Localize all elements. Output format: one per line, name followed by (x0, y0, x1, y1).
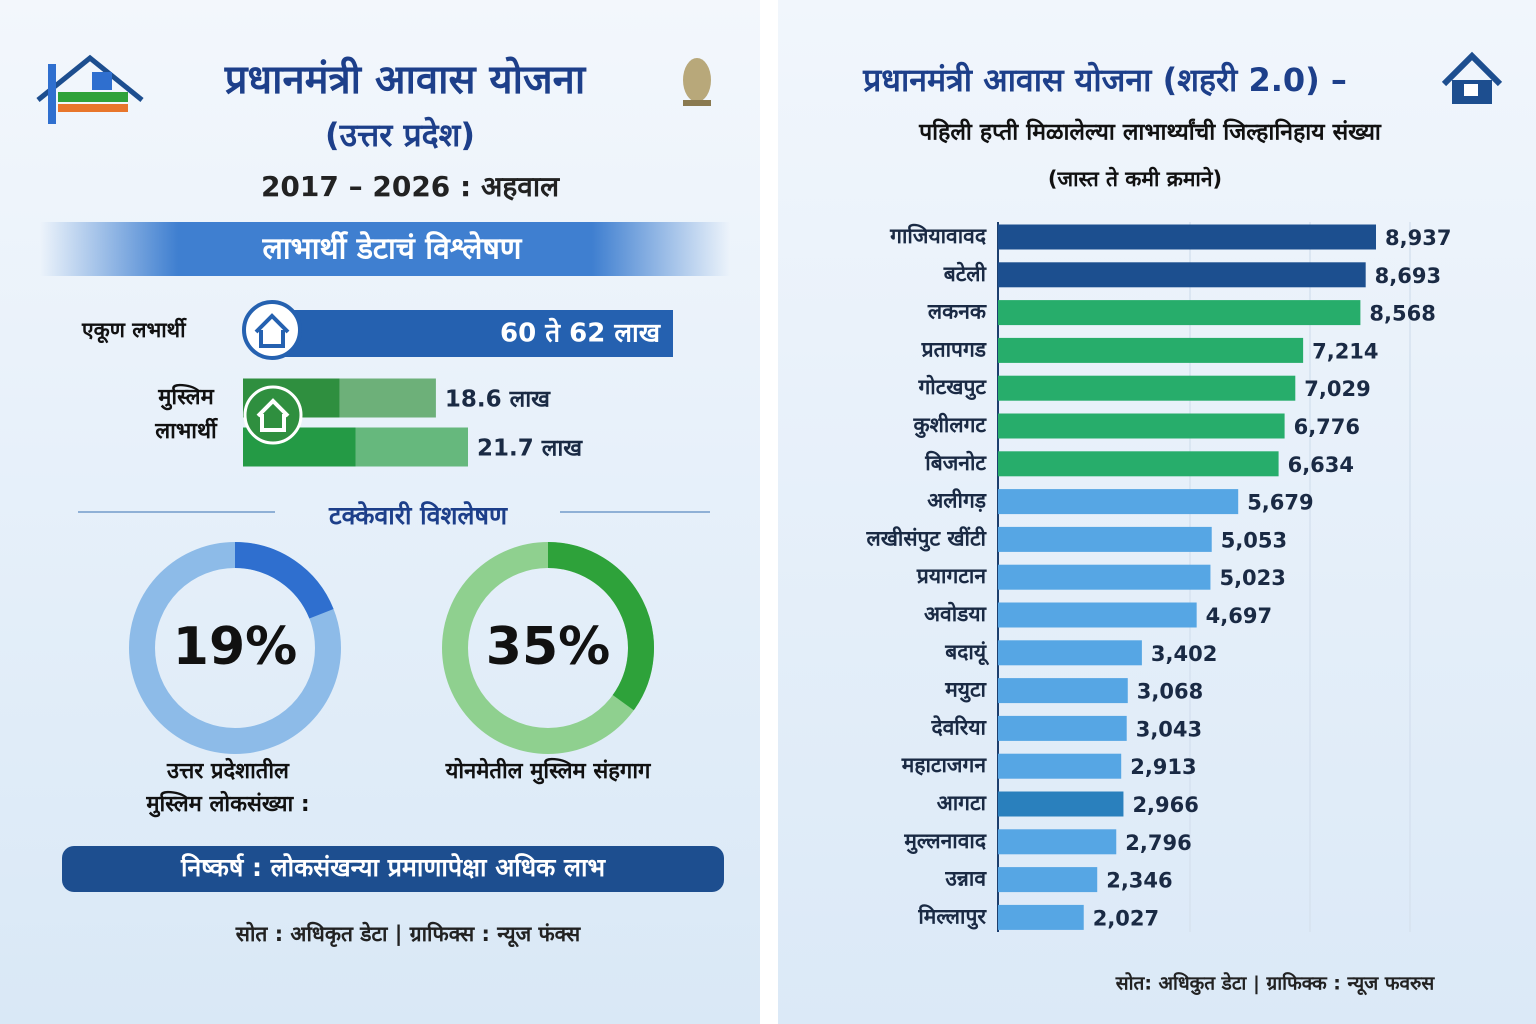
house-badge (242, 300, 302, 360)
value-label: 5,053 (1221, 528, 1287, 552)
value-label: 8,693 (1375, 264, 1441, 288)
value-label: 3,043 (1136, 717, 1202, 741)
bar (998, 262, 1366, 288)
value-label: 3,402 (1151, 642, 1217, 666)
bar (998, 489, 1239, 515)
bar (998, 451, 1279, 477)
category-label: मुल्लनावाद (903, 829, 986, 855)
house-icon (254, 313, 290, 348)
bar (998, 564, 1211, 590)
category-label: गाजियावावद (889, 223, 987, 248)
value-label: 5,679 (1247, 491, 1313, 515)
donut-caption: योनमेतील मुस्लिम संहगाग (445, 757, 652, 785)
donut-arc (234, 542, 334, 619)
category-label: महाटाजगन (901, 753, 988, 777)
bar (998, 829, 1117, 855)
value-label: 4,697 (1206, 604, 1272, 628)
category-label: अवोडया (924, 601, 988, 626)
category-label: बिजनोट (924, 450, 987, 475)
value-label: 2,796 (1125, 831, 1191, 855)
bar-highlight (339, 378, 436, 418)
category-label: प्रतापगड (921, 337, 987, 361)
percent-heading: टक्केवारी विशलेषण (328, 501, 508, 530)
conclusion: निष्कर्ष : लोकसंखन्या प्रमाणापेक्षा अधिक… (180, 853, 607, 882)
banner-text: लाभार्थी डेटाचं विश्लेषण (262, 231, 523, 267)
conclusion-box (62, 846, 724, 892)
value-label: 2,027 (1093, 906, 1159, 930)
value-label: 18.6 लाख (445, 387, 551, 413)
category-label: कुशीलगट (913, 412, 988, 439)
bar (998, 753, 1122, 779)
total-value: 60 ते 62 लाख (500, 318, 662, 349)
value-label: 21.7 लाख (477, 436, 583, 462)
total-bar (268, 310, 673, 357)
category-label: देवरिया (931, 714, 988, 739)
bar (998, 640, 1142, 666)
value-label: 7,029 (1304, 377, 1370, 401)
donut-caption: उत्तर प्रदेशातील (166, 757, 290, 784)
chart-subtitle: पहिली हप्ती मिळालेल्या लाभार्थ्यांची जिल… (918, 118, 1382, 146)
value-label: 6,776 (1294, 415, 1360, 439)
bar (998, 337, 1304, 363)
banner (40, 222, 730, 276)
value-label: 2,346 (1106, 869, 1172, 893)
bar-highlight (355, 427, 468, 467)
category-label: आगटा (937, 791, 988, 815)
donut-value: 35% (486, 617, 610, 677)
bar (998, 602, 1197, 628)
left-subtitle: (उत्तर प्रदेश) (325, 116, 475, 154)
bar (998, 224, 1376, 250)
donut-arc (547, 542, 654, 711)
value-label: 5,023 (1219, 566, 1285, 590)
bar (998, 867, 1098, 893)
bar (998, 904, 1084, 930)
value-label: 8,568 (1369, 302, 1435, 326)
muslim-label: मुस्लिम (157, 383, 214, 411)
value-label: 2,913 (1130, 755, 1196, 779)
left-source: सोत : अधिकृत डेटा | ग्राफिक्स : न्यूज फं… (235, 921, 581, 948)
category-label: मिल्लापुर (917, 903, 987, 930)
bar (998, 375, 1296, 401)
donut-value: 19% (173, 617, 297, 677)
bar (998, 678, 1128, 704)
bar (998, 413, 1285, 439)
muslim-label: लाभार्थी (154, 417, 219, 444)
category-label: बटेली (943, 261, 988, 286)
category-label: उन्नाव (944, 867, 987, 891)
total-label: एकूण लभार्थी (81, 317, 187, 344)
category-label: प्रयागटान (916, 564, 987, 588)
value-label: 8,937 (1385, 226, 1451, 250)
category-label: मयुटा (944, 678, 987, 704)
bar (998, 715, 1127, 741)
left-title: प्रधानमंत्री आवास योजना (224, 56, 587, 103)
chart-source: सोत: अधिकुत डेटा | ग्राफिक्क : न्यूज फवर… (1115, 972, 1436, 996)
category-label: गोटखपुट (917, 374, 987, 401)
house-icon (1441, 51, 1503, 104)
category-label: लकनक (927, 300, 987, 324)
value-label: 2,966 (1132, 793, 1198, 817)
category-label: अलीगड़ (927, 488, 987, 513)
category-label: लखीसंपुट खींटी (865, 525, 987, 552)
emblem-icon (683, 58, 711, 106)
value-label: 7,214 (1312, 339, 1378, 363)
category-label: बदायूं (944, 640, 990, 666)
bar (998, 526, 1212, 552)
chart-note: (जास्त ते कमी क्रमाने) (1048, 166, 1222, 191)
bar (998, 791, 1124, 817)
value-label: 6,634 (1288, 453, 1354, 477)
house-badge (243, 385, 303, 445)
bar (998, 300, 1361, 326)
house-icon (256, 398, 290, 432)
value-label: 3,068 (1137, 680, 1203, 704)
donut-caption: मुस्लिम लोकसंख्या : (145, 790, 309, 818)
period: 2017 – 2026 : अहवाल (261, 170, 560, 203)
logo-icon (36, 54, 144, 124)
chart-title: प्रधानमंत्री आवास योजना (शहरी 2.0) – (862, 61, 1347, 99)
